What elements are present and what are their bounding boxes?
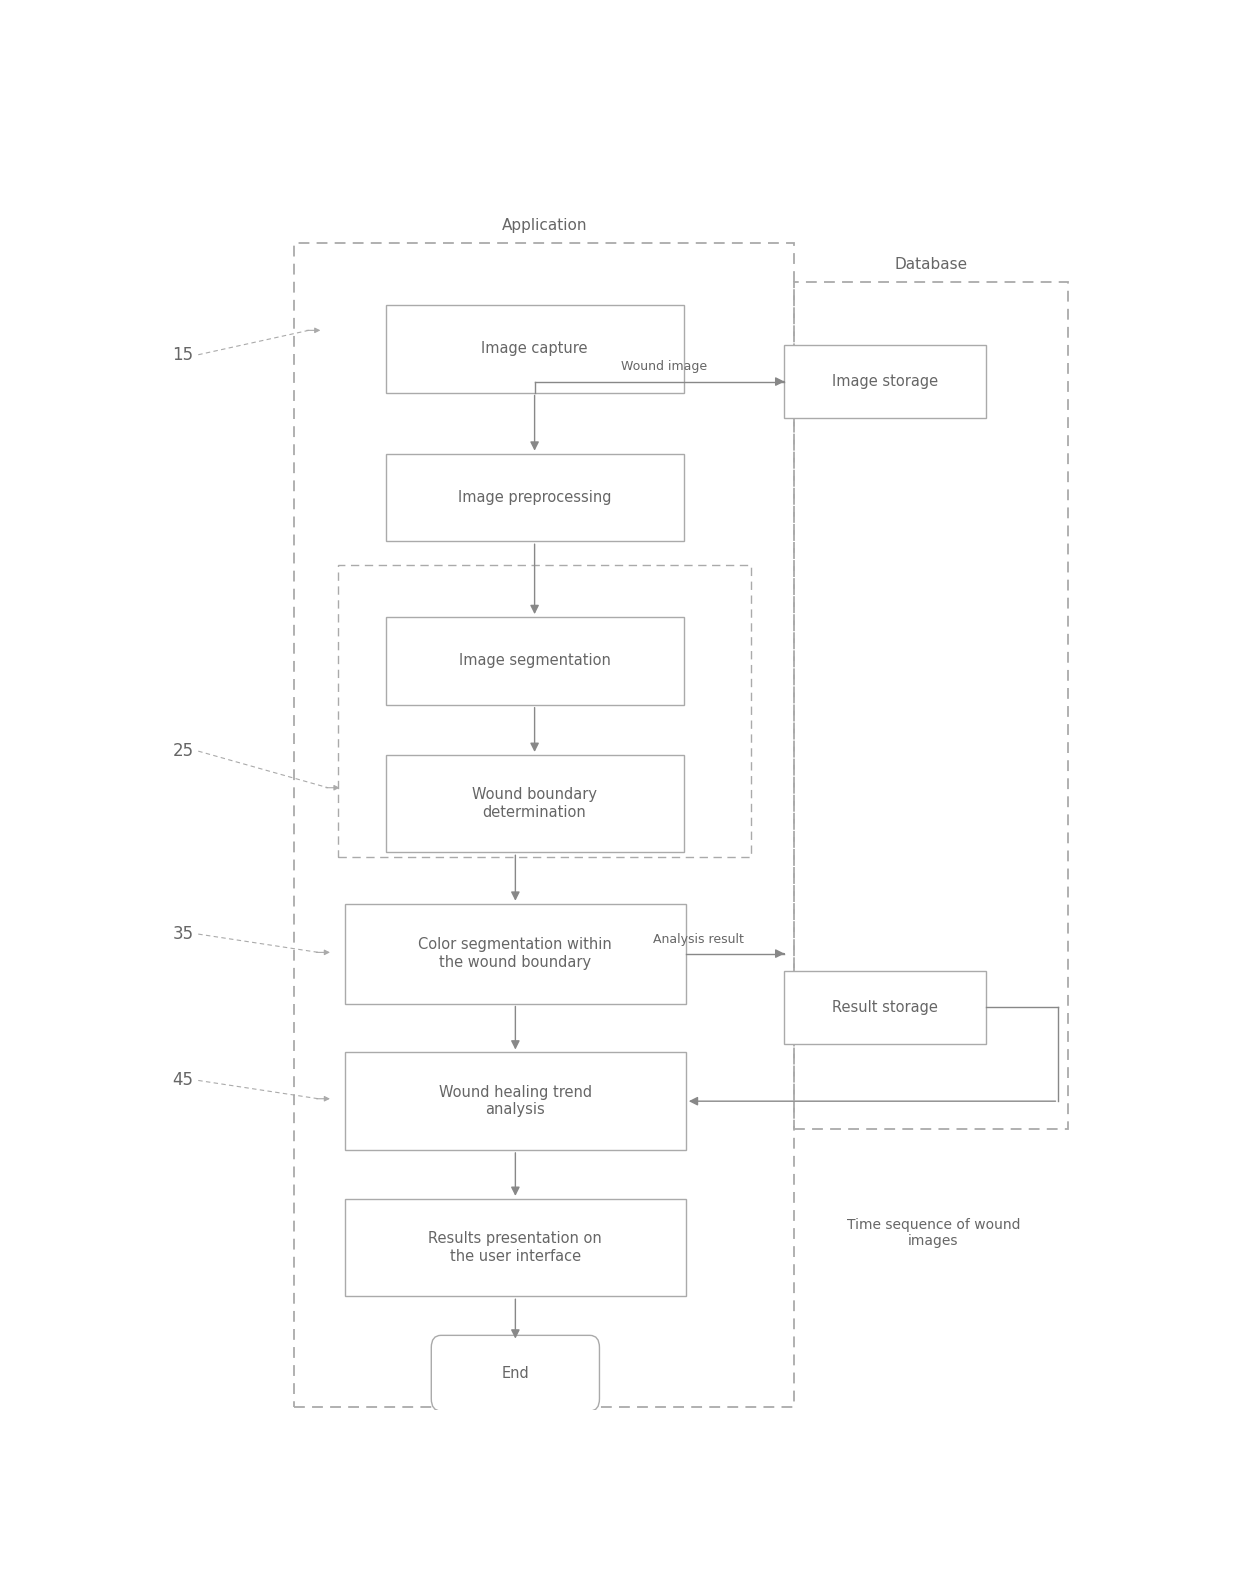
Bar bbox=[345, 1052, 686, 1150]
Bar bbox=[785, 971, 986, 1044]
Text: Wound image: Wound image bbox=[621, 360, 707, 372]
Text: Image capture: Image capture bbox=[481, 341, 588, 356]
Text: Results presentation on
the user interface: Results presentation on the user interfa… bbox=[429, 1231, 603, 1264]
Bar bbox=[386, 453, 683, 542]
Text: 35: 35 bbox=[172, 925, 193, 942]
Text: Color segmentation within
the wound boundary: Color segmentation within the wound boun… bbox=[419, 938, 613, 969]
Bar bbox=[345, 1199, 686, 1296]
Bar bbox=[386, 756, 683, 852]
Text: Time sequence of wound
images: Time sequence of wound images bbox=[847, 1218, 1021, 1248]
Bar bbox=[345, 903, 686, 1004]
Text: Image preprocessing: Image preprocessing bbox=[458, 489, 611, 505]
Text: Database: Database bbox=[894, 257, 967, 272]
Text: End: End bbox=[501, 1365, 529, 1381]
Text: Wound boundary
determination: Wound boundary determination bbox=[472, 787, 598, 821]
Text: Result storage: Result storage bbox=[832, 1000, 939, 1015]
FancyBboxPatch shape bbox=[432, 1335, 599, 1411]
Bar bbox=[386, 304, 683, 393]
Text: Image storage: Image storage bbox=[832, 374, 939, 390]
Text: 45: 45 bbox=[172, 1071, 193, 1090]
Bar bbox=[294, 242, 794, 1407]
Text: Analysis result: Analysis result bbox=[653, 933, 744, 946]
Text: Wound healing trend
analysis: Wound healing trend analysis bbox=[439, 1085, 591, 1117]
Text: 25: 25 bbox=[172, 743, 193, 760]
Bar bbox=[785, 345, 986, 418]
Bar bbox=[386, 616, 683, 705]
Text: 15: 15 bbox=[172, 345, 193, 364]
Bar bbox=[794, 282, 1068, 1129]
Text: Application: Application bbox=[501, 217, 587, 233]
Text: Image segmentation: Image segmentation bbox=[459, 653, 610, 668]
Bar bbox=[337, 564, 751, 857]
